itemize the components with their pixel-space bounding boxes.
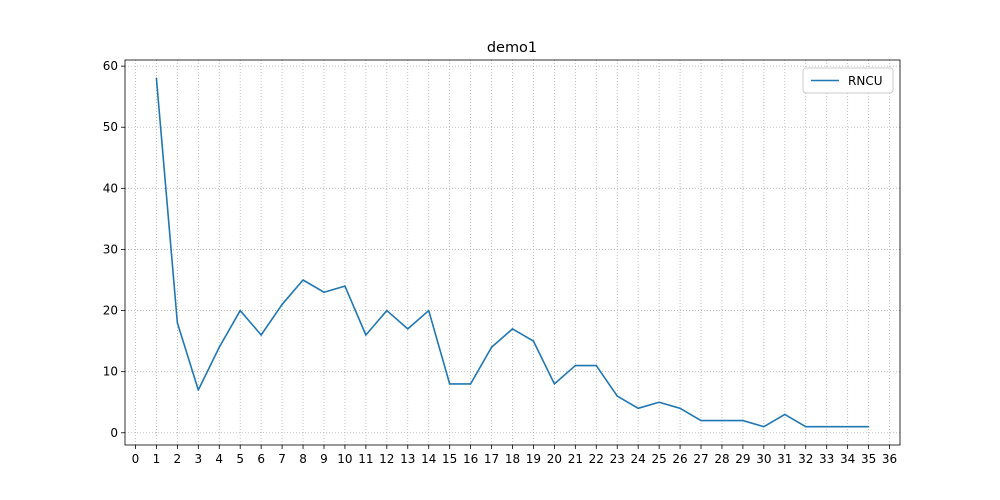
data-point: [344, 285, 346, 287]
legend: RNCU: [802, 67, 894, 94]
data-point: [490, 346, 493, 349]
y-tick-label: 20: [103, 304, 118, 318]
data-point: [406, 328, 409, 330]
data-point: [553, 383, 556, 385]
x-tick-label: 36: [882, 452, 897, 466]
y-tick-label: 10: [103, 365, 118, 379]
x-tick-label: 26: [672, 452, 687, 466]
data-point: [155, 77, 158, 80]
data-point: [218, 346, 221, 349]
x-tick-label: 20: [547, 452, 562, 466]
data-point: [700, 419, 702, 422]
data-point: [804, 425, 807, 428]
y-tick-label: 30: [103, 242, 118, 256]
chart-title: demo1: [487, 40, 537, 56]
grid-layer: [125, 60, 900, 445]
data-point: [846, 425, 849, 428]
series-layer: [155, 77, 870, 428]
data-point: [511, 328, 514, 330]
x-tick-label: 4: [215, 452, 223, 466]
x-tick-label: 12: [379, 452, 394, 466]
x-tick-label: 19: [526, 452, 541, 466]
y-tick-label: 50: [103, 120, 118, 134]
data-point: [574, 364, 577, 367]
x-tick-label: 34: [840, 452, 855, 466]
data-point: [616, 395, 619, 397]
x-tick-label: 7: [278, 452, 286, 466]
x-tick-label: 2: [174, 452, 182, 466]
data-point: [197, 389, 200, 391]
x-tick-label: 16: [463, 452, 478, 466]
data-point: [867, 425, 870, 428]
data-point: [742, 419, 744, 422]
x-tick-label: 10: [337, 452, 352, 466]
data-point: [637, 407, 639, 410]
x-tick-label: 35: [861, 452, 876, 466]
x-tick-label: 18: [505, 452, 520, 466]
data-point: [595, 364, 598, 367]
data-point: [448, 383, 451, 385]
data-point: [427, 309, 430, 312]
data-point: [658, 401, 660, 404]
data-point: [176, 321, 179, 324]
data-point: [281, 303, 283, 306]
y-tick-label: 40: [103, 181, 118, 195]
legend-label-rncu: RNCU: [848, 74, 882, 88]
x-tick-label: 22: [589, 452, 604, 466]
x-tick-label: 17: [484, 452, 499, 466]
data-point: [365, 334, 367, 336]
data-point: [302, 279, 304, 281]
x-tick-label: 31: [777, 452, 792, 466]
x-tick-label: 9: [320, 452, 328, 466]
data-point: [679, 407, 681, 410]
x-tick-label: 5: [236, 452, 244, 466]
x-tick-label: 33: [819, 452, 834, 466]
legend-frame: [802, 67, 894, 94]
x-tick-label: 11: [358, 452, 373, 466]
x-tick-label: 8: [299, 452, 307, 466]
x-tick-label: 24: [631, 452, 646, 466]
x-tick-label: 27: [693, 452, 708, 466]
x-tick-label: 1: [153, 452, 161, 466]
x-tick-label: 21: [568, 452, 583, 466]
x-tick-label: 32: [798, 452, 813, 466]
plot-frame: [124, 59, 901, 446]
data-point: [386, 309, 388, 312]
x-tick-label: 14: [421, 452, 436, 466]
data-point: [323, 291, 325, 294]
x-tick-label: 13: [400, 452, 415, 466]
x-tick-label: 3: [194, 452, 202, 466]
y-tick-label: 0: [110, 426, 118, 440]
data-point: [260, 334, 262, 336]
x-tick-label: 6: [257, 452, 265, 466]
data-point: [239, 309, 242, 312]
data-point: [532, 340, 535, 342]
x-tick-label: 28: [714, 452, 729, 466]
x-tick-label: 15: [442, 452, 457, 466]
data-point: [783, 413, 786, 416]
data-point: [721, 419, 723, 422]
y-tick-label: 60: [103, 59, 118, 73]
x-tick-label: 29: [735, 452, 750, 466]
x-tick-label: 30: [756, 452, 771, 466]
axes-layer: 0 1 2 3 4 5 6 7 8 9 10 11 12 13 14 15 16 17 18 19 20 21 22 23 24…: [103, 59, 901, 466]
data-point: [825, 425, 828, 428]
x-tick-label: 25: [651, 452, 666, 466]
data-point: [763, 425, 765, 428]
x-tick-label: 23: [610, 452, 625, 466]
x-tick-label: 0: [132, 452, 140, 466]
data-point: [469, 383, 472, 385]
